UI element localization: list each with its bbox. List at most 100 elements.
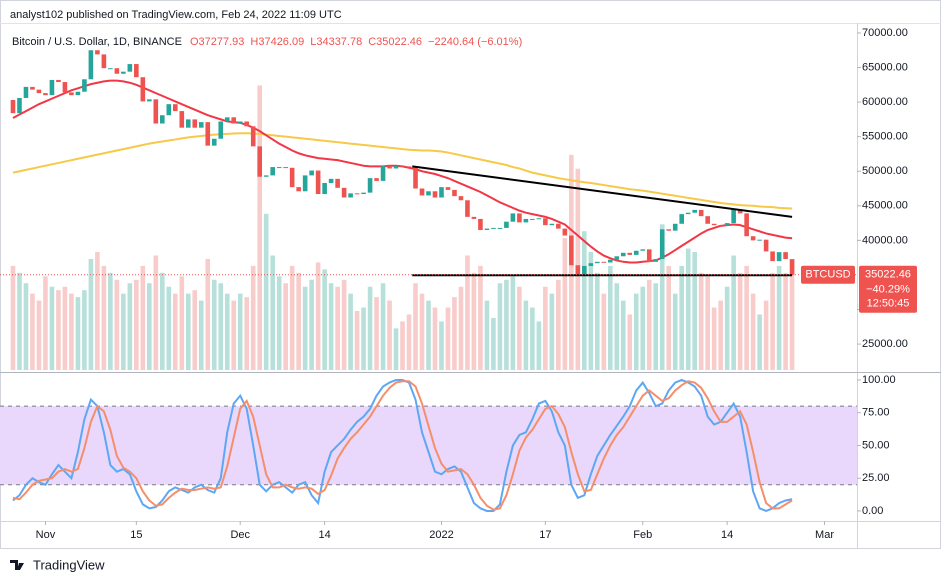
- candle: [374, 178, 379, 181]
- candle: [659, 229, 665, 260]
- candle: [17, 97, 22, 114]
- volume-bar: [179, 276, 185, 370]
- candle: [56, 79, 61, 83]
- volume-bar: [458, 286, 464, 370]
- candle: [607, 259, 613, 263]
- volume-bar: [283, 283, 288, 370]
- candle: [478, 218, 483, 230]
- volume-bar: [147, 283, 152, 370]
- legend-title: Bitcoin / U.S. Dollar, 1D, BINANCE: [12, 36, 182, 48]
- volume-bar: [724, 286, 730, 370]
- candle: [23, 86, 29, 98]
- candle: [367, 178, 373, 193]
- volume-bar: [607, 265, 613, 370]
- y-tick-label: 0.00: [862, 505, 883, 517]
- volume-bar: [211, 279, 217, 370]
- volume-bar: [426, 300, 431, 370]
- y-tick-label: 45000.00: [862, 200, 908, 212]
- candle: [231, 117, 237, 124]
- volume-bar: [257, 85, 262, 371]
- candle: [250, 126, 256, 147]
- volume-bar: [536, 321, 542, 370]
- candle: [88, 50, 94, 80]
- candle: [387, 165, 392, 169]
- candle: [147, 99, 152, 102]
- candle: [82, 79, 87, 92]
- candle: [192, 119, 198, 128]
- candle: [426, 191, 431, 196]
- candle: [653, 259, 659, 262]
- candle: [276, 167, 282, 169]
- volume-bar: [205, 258, 211, 370]
- volume-bar: [127, 283, 133, 370]
- candle: [757, 239, 762, 241]
- volume-bar: [198, 300, 204, 370]
- candle: [263, 175, 269, 177]
- candle: [633, 250, 639, 255]
- volume-bar: [679, 265, 685, 370]
- candle: [491, 227, 496, 229]
- oscillator-line: [12, 378, 793, 513]
- volume-bar: [302, 286, 308, 370]
- candle: [601, 261, 607, 263]
- volume-bar: [595, 272, 600, 370]
- candle: [322, 182, 327, 195]
- candle: [270, 167, 275, 176]
- candle: [666, 229, 672, 231]
- volume-bar: [627, 314, 633, 370]
- volume-bar: [69, 293, 74, 370]
- candle: [140, 77, 146, 102]
- volume-bar: [328, 283, 334, 370]
- candle: [69, 92, 74, 96]
- candle: [543, 218, 548, 226]
- volume-bar: [270, 255, 275, 370]
- candle: [783, 252, 788, 260]
- candle: [43, 93, 48, 96]
- candle: [30, 86, 35, 90]
- volume-bar: [406, 314, 412, 370]
- candle: [62, 82, 68, 93]
- volume-bar: [439, 321, 444, 370]
- volume-bar: [452, 297, 457, 370]
- volume-bar: [582, 231, 587, 370]
- brand: TradingView: [33, 557, 105, 572]
- volume-bar: [361, 307, 366, 370]
- volume-bar: [62, 286, 68, 370]
- candle: [744, 213, 749, 237]
- legend-value: O37277.93: [190, 36, 244, 48]
- volume-bar: [549, 293, 555, 370]
- candle: [348, 193, 353, 198]
- volume-bar: [263, 213, 269, 370]
- candle: [698, 209, 704, 217]
- volume-bar: [783, 272, 788, 370]
- legend-value: L34337.78: [310, 36, 362, 48]
- candle: [153, 99, 159, 124]
- candle: [445, 187, 451, 190]
- volume-bar: [757, 314, 762, 370]
- candle: [646, 249, 652, 262]
- candle: [289, 167, 295, 188]
- candle: [549, 223, 555, 226]
- volume-bar: [160, 272, 165, 370]
- candle: [562, 228, 568, 236]
- candle: [627, 252, 633, 255]
- volume-bar: [166, 286, 172, 370]
- volume-bar: [633, 293, 639, 370]
- volume-bar: [620, 300, 626, 370]
- candle: [679, 214, 685, 224]
- candle: [419, 188, 425, 196]
- candle: [127, 64, 133, 72]
- candle: [179, 111, 185, 128]
- candle: [510, 213, 516, 222]
- candle: [335, 178, 340, 188]
- volume-bar: [445, 307, 451, 370]
- volume-bar: [543, 286, 548, 370]
- volume-bar: [510, 276, 516, 370]
- volume-bar: [380, 283, 386, 370]
- symbol-label: BTCUSD: [805, 269, 850, 281]
- candle: [685, 212, 691, 215]
- volume-bar: [640, 286, 646, 370]
- volume-bar: [224, 293, 230, 370]
